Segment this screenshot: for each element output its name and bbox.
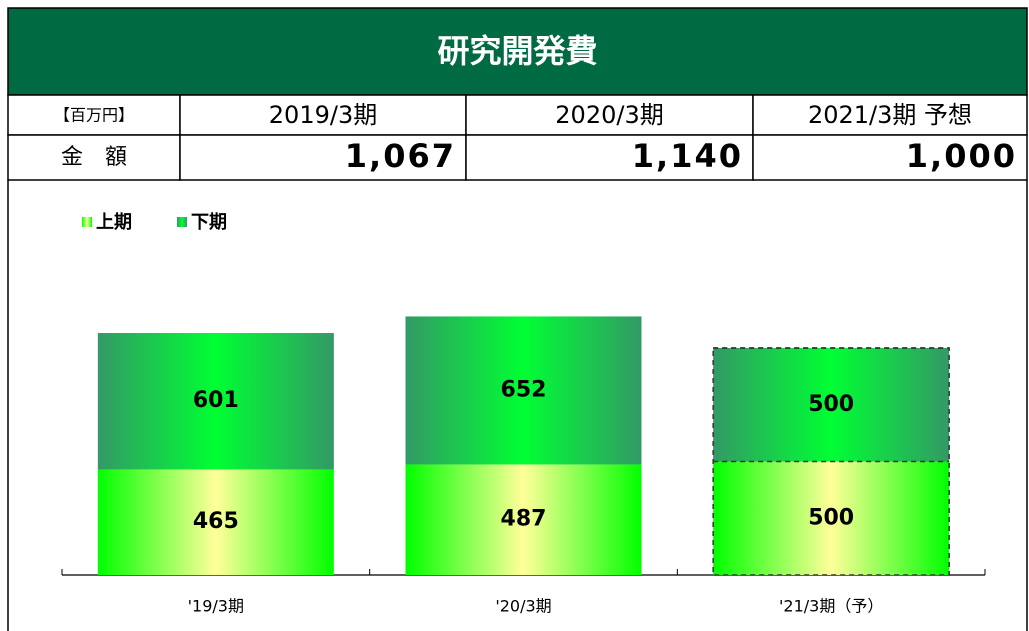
table-header: 2020/3期 xyxy=(555,101,663,129)
x-tick-label: '20/3期 xyxy=(495,597,551,616)
table-header: 2021/3期 予想 xyxy=(808,101,972,129)
x-tick-label: '21/3期（予） xyxy=(779,597,883,616)
data-label: 601 xyxy=(193,388,239,413)
data-label: 465 xyxy=(193,509,239,534)
table-value: 1,000 xyxy=(906,137,1017,175)
bar-segment xyxy=(97,469,334,575)
legend-label: 下期 xyxy=(191,212,227,233)
table-cell xyxy=(465,134,754,181)
bar-segment xyxy=(405,464,642,575)
table-header: 2019/3期 xyxy=(269,101,377,129)
data-label: 487 xyxy=(501,507,547,532)
data-label: 500 xyxy=(808,392,854,417)
table-cell xyxy=(179,94,467,136)
data-label: 652 xyxy=(501,377,547,402)
table-cell xyxy=(7,94,181,136)
chart-frame xyxy=(7,180,1028,631)
table-cell xyxy=(752,134,1028,181)
title: 研究開発費 xyxy=(437,32,597,70)
table-cell xyxy=(179,134,467,181)
table-cell xyxy=(7,134,181,181)
data-label: 500 xyxy=(808,505,854,530)
table-header: 【百万円】 xyxy=(54,106,134,125)
table-value: 金 額 xyxy=(61,145,127,170)
legend-label: 上期 xyxy=(96,212,132,233)
legend-swatch xyxy=(177,217,187,227)
table-value: 1,067 xyxy=(345,137,456,175)
bar-segment xyxy=(97,333,334,470)
bar-segment xyxy=(405,316,642,465)
dashed-outline xyxy=(712,347,950,576)
title-band xyxy=(7,7,1028,96)
bar-segment xyxy=(713,348,950,462)
table-value: 1,140 xyxy=(632,137,743,175)
x-tick-label: '19/3期 xyxy=(188,597,244,616)
legend-swatch xyxy=(82,217,92,227)
bar-segment xyxy=(713,461,950,575)
